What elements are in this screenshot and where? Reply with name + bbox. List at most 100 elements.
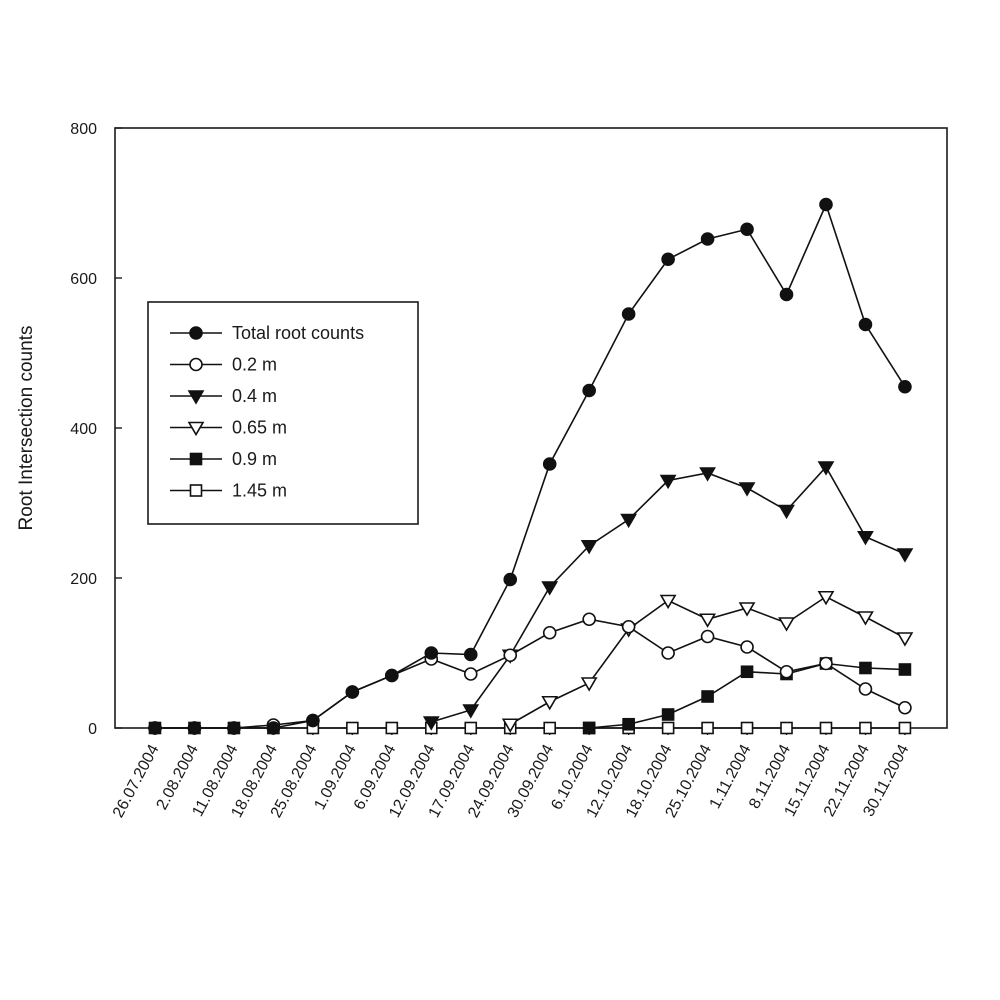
data-point xyxy=(622,717,635,731)
y-tick-label: 800 xyxy=(70,121,97,138)
legend-marker xyxy=(189,484,203,497)
legend-label: 0.4 m xyxy=(232,386,277,406)
legend-marker xyxy=(189,452,203,466)
data-point xyxy=(779,287,794,302)
data-point xyxy=(463,647,478,662)
data-point xyxy=(306,713,320,728)
data-point xyxy=(503,648,518,663)
x-axis: 26.07.20042.08.200411.08.200418.08.20042… xyxy=(110,728,913,821)
data-point xyxy=(898,379,912,394)
data-point xyxy=(659,594,677,610)
data-point xyxy=(266,721,281,735)
data-point xyxy=(780,721,793,735)
data-point xyxy=(857,530,874,546)
data-point xyxy=(898,700,912,715)
data-point xyxy=(542,457,557,471)
data-point xyxy=(621,307,636,321)
legend-marker xyxy=(189,357,203,372)
data-point xyxy=(541,695,559,711)
series-total-root-counts xyxy=(148,197,912,735)
data-point xyxy=(896,548,914,563)
data-point xyxy=(898,721,912,735)
data-point xyxy=(620,513,638,529)
data-point xyxy=(898,663,912,676)
data-point xyxy=(582,383,596,398)
data-point xyxy=(580,677,598,692)
data-point xyxy=(424,646,439,660)
series-0-65-m xyxy=(501,590,914,733)
legend-label: 1.45 m xyxy=(232,481,287,501)
legend-marker xyxy=(187,421,205,437)
data-point xyxy=(817,590,835,606)
series-0-9-m xyxy=(582,657,912,735)
data-point xyxy=(661,708,675,721)
data-point xyxy=(819,656,833,671)
data-point xyxy=(740,665,754,679)
data-point xyxy=(858,317,873,332)
data-point xyxy=(859,721,872,735)
legend: Total root counts 0.2 m 0.4 m 0.65 m 0.9 m 1.… xyxy=(147,301,419,525)
data-point xyxy=(542,625,557,640)
data-point xyxy=(187,721,202,735)
data-point xyxy=(148,721,162,735)
data-point xyxy=(738,602,756,617)
data-point xyxy=(463,667,478,681)
data-point xyxy=(661,646,675,660)
data-point xyxy=(580,539,598,555)
legend-label: Total root counts xyxy=(232,323,364,343)
data-point xyxy=(779,664,794,679)
data-point xyxy=(621,619,636,634)
data-point xyxy=(227,721,241,735)
data-point xyxy=(819,197,833,212)
data-point xyxy=(345,685,360,699)
legend-marker xyxy=(187,390,205,405)
data-point xyxy=(503,572,518,587)
data-point xyxy=(422,716,440,731)
data-point xyxy=(701,690,714,703)
data-point xyxy=(385,668,399,683)
y-axis-title: Root Intersection counts xyxy=(16,326,37,531)
data-point xyxy=(659,474,677,490)
data-point xyxy=(740,222,754,237)
data-point xyxy=(858,682,873,696)
data-point xyxy=(778,504,795,520)
data-point xyxy=(541,581,559,596)
data-point xyxy=(699,467,716,482)
data-point xyxy=(817,461,835,476)
data-point xyxy=(738,482,756,497)
data-point xyxy=(464,721,478,735)
legend-marker xyxy=(189,326,203,340)
y-axis: 0 200 400 600 800 xyxy=(70,121,122,738)
data-point xyxy=(740,640,754,654)
data-point xyxy=(661,721,675,735)
legend-label: 0.65 m xyxy=(232,418,287,438)
data-point xyxy=(699,613,716,628)
data-point xyxy=(778,617,795,632)
y-tick-label: 0 xyxy=(88,721,97,738)
x-tick-label: 26.07.2004 xyxy=(110,742,163,821)
data-point xyxy=(501,718,519,733)
legend-label: 0.2 m xyxy=(232,355,277,375)
data-point xyxy=(740,721,754,735)
series-0-2-m xyxy=(148,612,912,735)
legend-label: 0.9 m xyxy=(232,449,277,469)
data-point xyxy=(661,252,675,267)
data-point xyxy=(857,611,874,626)
data-point xyxy=(819,721,833,735)
data-point xyxy=(859,661,872,675)
series-layer xyxy=(148,197,914,735)
data-point xyxy=(582,612,596,627)
data-point xyxy=(582,721,596,735)
y-tick-label: 400 xyxy=(70,421,97,438)
data-point xyxy=(896,632,914,647)
data-point xyxy=(346,721,359,735)
data-point xyxy=(385,721,399,735)
y-tick-label: 200 xyxy=(70,571,97,588)
data-point xyxy=(700,629,715,644)
data-point xyxy=(462,704,480,719)
data-point xyxy=(700,232,715,246)
data-point xyxy=(701,721,714,735)
data-point xyxy=(543,721,557,735)
y-tick-label: 600 xyxy=(70,271,97,288)
